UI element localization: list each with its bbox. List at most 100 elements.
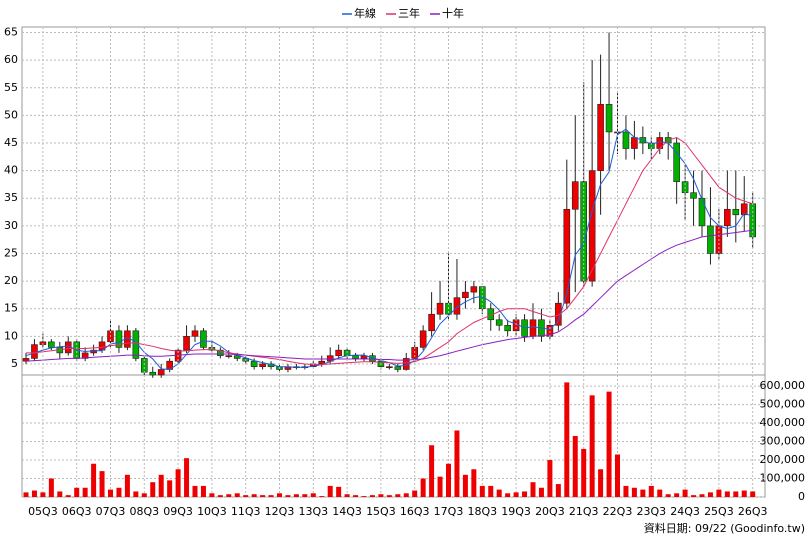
x-tick-label: 08Q3 <box>129 505 159 518</box>
x-tick-label: 14Q3 <box>332 505 362 518</box>
x-tick-label: 05Q3 <box>28 505 58 518</box>
volume-bar <box>682 489 688 497</box>
ma-line <box>25 229 753 362</box>
candle-body <box>470 286 478 293</box>
volume-bar <box>209 493 215 497</box>
x-tick-label: 12Q3 <box>265 505 295 518</box>
volume-bar <box>31 490 37 497</box>
volume-bar <box>589 395 595 497</box>
candle-body <box>631 137 638 149</box>
volume-bar <box>133 491 139 497</box>
volume-bar <box>750 491 756 497</box>
y-tick-label: 50 <box>4 108 18 121</box>
volume-bar <box>631 487 637 497</box>
candle-body <box>690 192 697 199</box>
volume-bar <box>243 495 249 497</box>
volume-bar <box>57 491 63 497</box>
volume-bar <box>217 495 223 497</box>
volume-bar <box>353 495 359 497</box>
volume-bar <box>184 458 190 497</box>
volume-bar <box>175 469 181 497</box>
candle-body <box>707 225 714 254</box>
x-tick-label: 22Q3 <box>603 505 633 518</box>
volume-bar <box>327 485 333 497</box>
y-tick-label: 65 <box>4 26 18 39</box>
volume-bar <box>530 482 536 497</box>
volume-bar <box>369 495 375 497</box>
x-tick-label: 21Q3 <box>569 505 599 518</box>
volume-bar <box>538 487 544 497</box>
volume-bar <box>268 495 274 497</box>
y-tick-label: 200,000 <box>760 453 806 466</box>
volume-bar <box>82 487 88 497</box>
candle-body <box>225 355 233 357</box>
volume-bar <box>564 382 570 497</box>
x-tick-label: 20Q3 <box>535 505 565 518</box>
candle-body <box>453 297 461 315</box>
volume-frame <box>21 374 766 498</box>
candle-body <box>217 349 224 356</box>
volume-bar <box>158 474 164 497</box>
volume-bar <box>699 494 705 497</box>
volume-bar <box>606 391 612 497</box>
volume-bar <box>251 494 257 497</box>
candle-body <box>157 369 165 376</box>
volume-bar <box>285 495 291 497</box>
x-tick-label: 26Q3 <box>738 505 768 518</box>
x-tick-label: 17Q3 <box>434 505 464 518</box>
candle-body <box>622 131 630 149</box>
legend-label: 十年 <box>442 6 464 20</box>
x-tick-label: 11Q3 <box>231 505 261 518</box>
x-tick-label: 06Q3 <box>62 505 92 518</box>
candle-body <box>673 142 680 182</box>
volume-bar <box>344 494 350 497</box>
volume-bar <box>302 494 308 497</box>
x-tick-label: 07Q3 <box>96 505 126 518</box>
candle-body <box>48 341 55 348</box>
y-tick-label: 55 <box>4 81 18 94</box>
candle-body <box>462 291 469 298</box>
volume-bar <box>124 474 130 497</box>
x-tick-label: 10Q3 <box>197 505 227 518</box>
x-tick-label: 23Q3 <box>636 505 666 518</box>
candle-body <box>504 324 511 332</box>
candle-body <box>335 349 342 356</box>
candle-body <box>740 203 748 216</box>
y-tick-label: 35 <box>4 191 18 204</box>
volume-bar <box>471 469 477 497</box>
candle-body <box>529 319 537 337</box>
volume-bar <box>378 494 384 497</box>
volume-bar <box>513 492 519 497</box>
y-tick-label: 500,000 <box>760 398 806 411</box>
x-tick-label: 25Q3 <box>704 505 734 518</box>
volume-bar <box>200 485 206 497</box>
y-tick-label: 15 <box>4 302 18 315</box>
candle-body <box>588 170 596 282</box>
volume-bar <box>454 430 460 497</box>
volume-bar <box>733 491 739 497</box>
candle-body <box>132 330 140 359</box>
volume-bar <box>657 489 663 497</box>
volume-bar <box>65 495 71 497</box>
x-tick-label: 16Q3 <box>400 505 430 518</box>
candle-body <box>191 330 199 337</box>
volume-bar <box>615 454 620 497</box>
candle-body <box>183 336 190 351</box>
candle-body <box>259 363 266 368</box>
volume-bar <box>293 494 299 497</box>
volume-bar <box>192 485 198 497</box>
volume-bar <box>446 463 451 497</box>
volume-bar <box>522 491 528 497</box>
volume-bar <box>741 490 747 497</box>
x-tick-label: 09Q3 <box>163 505 193 518</box>
volume-bar <box>547 460 553 497</box>
volume-bar <box>505 493 511 497</box>
volume-bar <box>674 493 680 497</box>
volume-bar <box>108 489 113 497</box>
y-tick-label: 30 <box>4 219 18 232</box>
volume-bar <box>496 489 502 497</box>
volume-bar <box>691 495 697 497</box>
volume-bar <box>91 463 97 497</box>
y-tick-label: 20 <box>4 274 18 287</box>
